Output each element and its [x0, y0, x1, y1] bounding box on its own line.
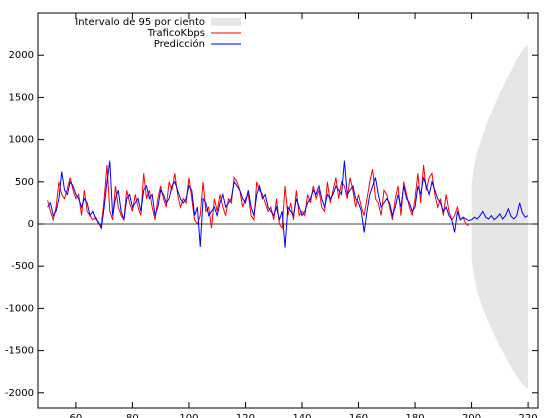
plot-border: [37, 12, 539, 409]
y-tick-label: -500: [11, 261, 34, 272]
x-tick-label: 80: [126, 413, 139, 418]
y-tick-label: -2000: [5, 388, 34, 399]
series-line: [47, 160, 529, 248]
legend-label: Intervalo de 95 por ciento: [75, 17, 205, 28]
series-line: [47, 164, 470, 230]
x-tick-label: 160: [349, 413, 368, 418]
y-tick-label: 500: [15, 177, 34, 188]
x-tick-label: 120: [236, 413, 255, 418]
x-tick-label: 140: [292, 413, 311, 418]
y-tick-label: 1500: [9, 92, 34, 103]
legend-swatch: [211, 18, 241, 26]
y-tick-label: 0: [28, 219, 34, 230]
x-tick-label: 60: [70, 413, 83, 418]
legend-label: TraficoKbps: [147, 28, 205, 39]
x-tick-label: 180: [406, 413, 425, 418]
x-tick-label: 100: [179, 413, 198, 418]
y-tick-label: 1000: [9, 135, 34, 146]
y-tick-label: -1500: [5, 346, 34, 357]
legend-label: Predicción: [154, 38, 205, 50]
confidence-band: [471, 45, 529, 389]
x-tick-label: 220: [519, 413, 538, 418]
y-tick-label: 2000: [9, 50, 34, 61]
x-tick-label: 200: [462, 413, 481, 418]
y-tick-label: -1000: [5, 303, 34, 314]
